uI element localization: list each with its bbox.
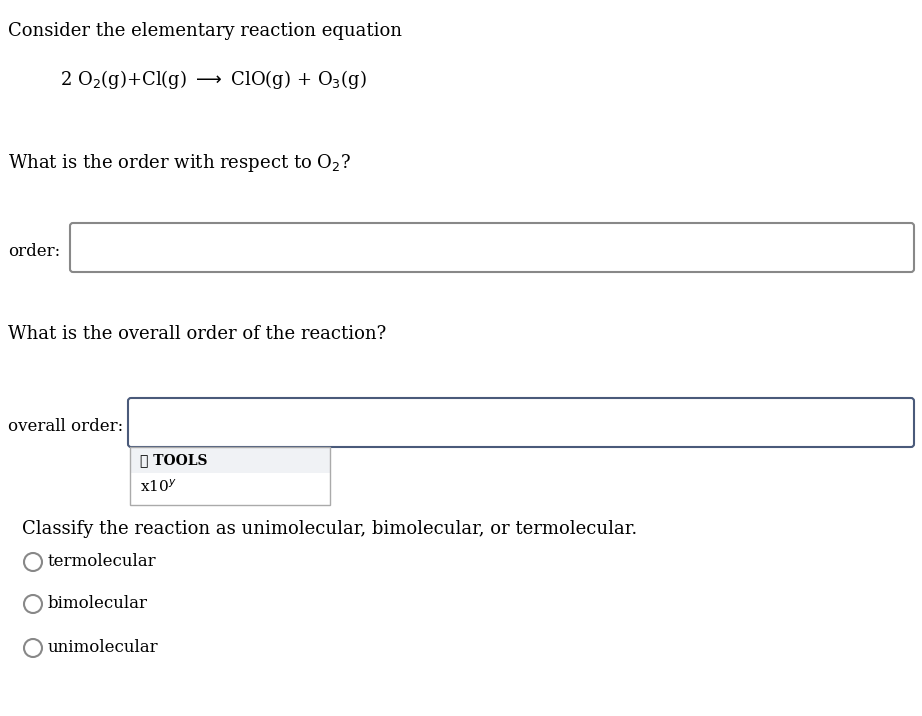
- Circle shape: [24, 553, 42, 571]
- Text: overall order:: overall order:: [8, 418, 124, 435]
- Circle shape: [24, 595, 42, 613]
- Text: Consider the elementary reaction equation: Consider the elementary reaction equatio…: [8, 22, 402, 40]
- Text: termolecular: termolecular: [48, 553, 157, 571]
- Text: Classify the reaction as unimolecular, bimolecular, or termolecular.: Classify the reaction as unimolecular, b…: [22, 520, 637, 538]
- Text: x10$^y$: x10$^y$: [140, 479, 177, 495]
- Text: bimolecular: bimolecular: [48, 596, 148, 612]
- FancyBboxPatch shape: [128, 398, 914, 447]
- Circle shape: [24, 639, 42, 657]
- Text: order:: order:: [8, 243, 60, 260]
- FancyBboxPatch shape: [70, 223, 914, 272]
- Text: 2 O$_2$(g)+Cl(g) $\longrightarrow$ ClO(g) + O$_3$(g): 2 O$_2$(g)+Cl(g) $\longrightarrow$ ClO(g…: [60, 68, 367, 91]
- Text: What is the order with respect to O$_2$?: What is the order with respect to O$_2$?: [8, 152, 351, 174]
- Text: What is the overall order of the reaction?: What is the overall order of the reactio…: [8, 325, 386, 343]
- FancyBboxPatch shape: [130, 473, 330, 505]
- Text: ✔ TOOLS: ✔ TOOLS: [140, 453, 207, 467]
- FancyBboxPatch shape: [130, 447, 330, 473]
- Text: unimolecular: unimolecular: [48, 639, 159, 657]
